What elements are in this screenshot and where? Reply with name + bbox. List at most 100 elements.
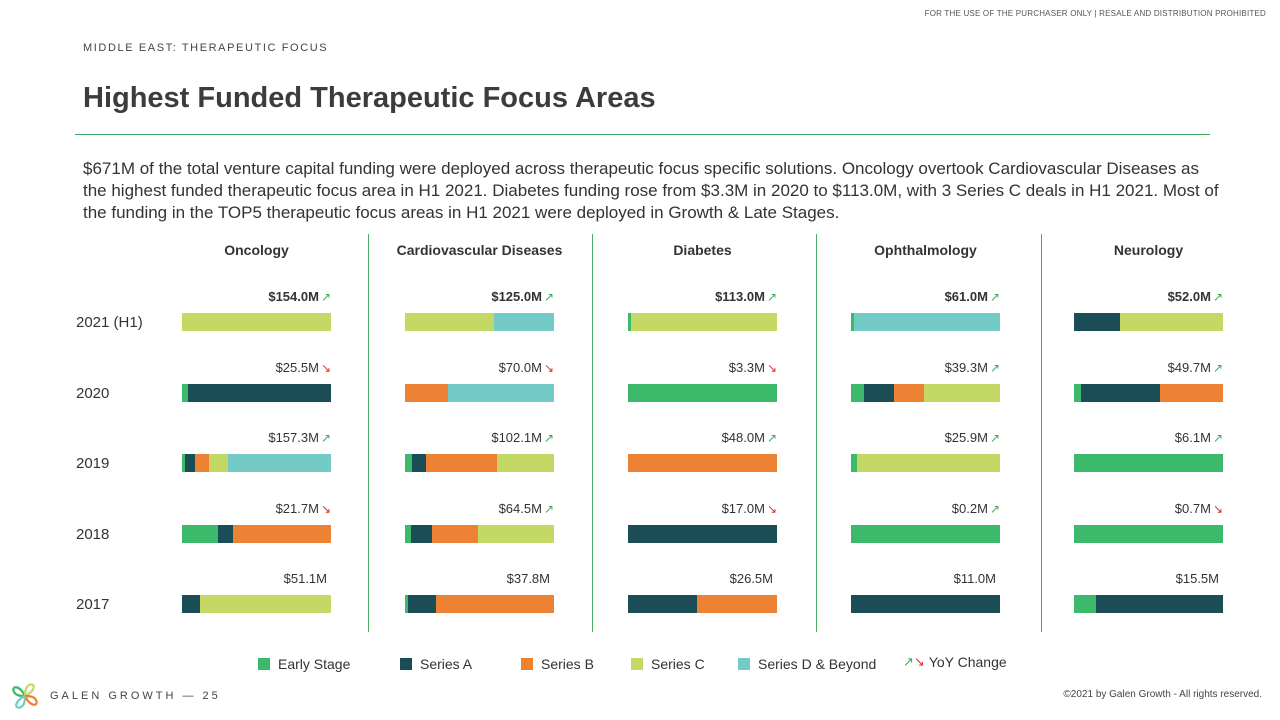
value-label: $49.7M ↗ xyxy=(1023,360,1223,375)
bar-segment-series-c xyxy=(630,313,777,331)
value-text: $21.7M xyxy=(275,501,319,516)
value-text: $51.1M xyxy=(283,571,327,586)
stacked-bar xyxy=(1074,384,1223,402)
value-label: $48.0M ↗ xyxy=(577,430,777,445)
bar-segment-series-c xyxy=(856,454,1000,472)
bar-segment-series-c xyxy=(199,595,331,613)
bar-segment-early-stage xyxy=(405,525,411,543)
stacked-bar xyxy=(851,595,1000,613)
legend-item-early-stage: Early Stage xyxy=(258,656,350,672)
legend-label-series-c: Series C xyxy=(651,656,705,672)
bar-segment-early-stage xyxy=(405,454,413,472)
bar-segment-early-stage xyxy=(1074,525,1223,543)
value-text: $15.5M xyxy=(1175,571,1219,586)
legend-label-series-b: Series B xyxy=(541,656,594,672)
bar-segment-early-stage xyxy=(405,595,408,613)
bar-segment-early-stage xyxy=(182,454,185,472)
up-arrow-icon: ↗ xyxy=(903,654,914,669)
bar-segment-series-c xyxy=(208,454,229,472)
bar-segment-early-stage xyxy=(851,313,854,331)
value-label: $51.1M xyxy=(127,571,327,586)
down-arrow-icon: ↘ xyxy=(320,361,331,375)
bar-segment-early-stage xyxy=(1074,595,1097,613)
value-label: $0.2M ↗ xyxy=(800,501,1000,516)
year-label-2021-h1: 2021 (H1) xyxy=(76,314,143,331)
bar-segment-series-b xyxy=(628,454,777,472)
value-label: $21.7M ↘ xyxy=(131,501,331,516)
bar-segment-series-a xyxy=(1081,384,1161,402)
down-arrow-icon: ↘ xyxy=(766,502,777,516)
bar-segment-series-a xyxy=(410,525,432,543)
bar-segment-early-stage xyxy=(182,525,218,543)
bar-segment-series-a xyxy=(1074,313,1121,331)
stacked-bar xyxy=(182,454,331,472)
bar-segment-series-a xyxy=(1096,595,1223,613)
up-arrow-icon: ↗ xyxy=(989,290,1000,304)
stacked-bar xyxy=(182,384,331,402)
legend-swatch-series-b xyxy=(521,658,533,670)
description-text: $671M of the total venture capital fundi… xyxy=(83,159,1219,222)
bar-segment-series-b xyxy=(894,384,924,402)
down-arrow-icon: ↘ xyxy=(913,654,925,669)
value-text: $0.7M xyxy=(1174,501,1211,516)
legend-label-early-stage: Early Stage xyxy=(278,656,351,672)
footer-brand-text: GALEN GROWTH — 25 xyxy=(50,690,221,702)
stacked-bar xyxy=(851,454,1000,472)
year-label-2019: 2019 xyxy=(76,455,110,472)
up-arrow-icon: ↗ xyxy=(766,290,777,304)
panel-title-neurology: Neurology xyxy=(1113,242,1184,258)
bar-segment-series-c xyxy=(497,454,554,472)
panel-title-cardiovascular-diseases: Cardiovascular Diseases xyxy=(396,242,563,258)
up-arrow-icon: ↗ xyxy=(1212,431,1223,445)
legend-item-yoy: ↗ ↘ YoY Change xyxy=(903,654,1007,670)
bar-segment-series-a xyxy=(407,595,437,613)
stacked-bar xyxy=(628,313,777,331)
value-text: $39.3M xyxy=(944,360,988,375)
stacked-bar xyxy=(405,525,554,543)
legend-swatch-series-c xyxy=(631,658,643,670)
bar-segment-early-stage xyxy=(1074,454,1223,472)
bar-segment-series-d-beyond xyxy=(228,454,331,472)
down-arrow-icon: ↘ xyxy=(320,502,331,516)
stacked-bar xyxy=(182,313,331,331)
up-arrow-icon: ↗ xyxy=(543,290,554,304)
bar-segment-series-a xyxy=(851,595,1000,613)
panel-divider xyxy=(592,234,593,632)
up-arrow-icon: ↗ xyxy=(320,431,331,445)
legend-item-series-a: Series A xyxy=(400,656,472,672)
up-arrow-icon: ↗ xyxy=(989,502,1000,516)
value-text: $102.1M xyxy=(491,430,542,445)
value-text: $48.0M xyxy=(721,430,765,445)
bar-segment-series-b xyxy=(436,595,554,613)
panel-title-diabetes: Diabetes xyxy=(673,242,732,258)
section-label: MIDDLE EAST: THERAPEUTIC FOCUS xyxy=(83,42,329,54)
up-arrow-icon: ↗ xyxy=(543,502,554,516)
bar-segment-early-stage xyxy=(851,454,857,472)
stacked-bar xyxy=(182,595,331,613)
bar-segment-series-c xyxy=(478,525,554,543)
legend-label-series-a: Series A xyxy=(420,656,473,672)
value-label: $102.1M ↗ xyxy=(354,430,554,445)
year-label-2017: 2017 xyxy=(76,596,110,613)
stacked-bar xyxy=(628,525,777,543)
bar-segment-series-d-beyond xyxy=(448,384,554,402)
up-arrow-icon: ↗ xyxy=(1212,290,1223,304)
year-label-2020: 2020 xyxy=(76,385,110,402)
stacked-bar xyxy=(851,525,1000,543)
bar-segment-series-b xyxy=(232,525,331,543)
value-label: $52.0M ↗ xyxy=(1023,289,1223,304)
down-arrow-icon: ↘ xyxy=(543,361,554,375)
value-label: $0.7M ↘ xyxy=(1023,501,1223,516)
stacked-bar xyxy=(851,313,1000,331)
up-arrow-icon: ↗ xyxy=(989,361,1000,375)
value-text: $49.7M xyxy=(1167,360,1211,375)
panel-title-ophthalmology: Ophthalmology xyxy=(874,242,977,258)
page-title: Highest Funded Therapeutic Focus Areas xyxy=(83,82,656,114)
bar-segment-series-a xyxy=(187,384,331,402)
stacked-bar xyxy=(1074,313,1223,331)
panel-title-oncology: Oncology xyxy=(224,242,289,258)
stacked-bar xyxy=(851,384,1000,402)
bar-segment-series-a xyxy=(864,384,895,402)
bar-segment-series-a xyxy=(182,595,200,613)
bar-segment-series-b xyxy=(425,454,498,472)
